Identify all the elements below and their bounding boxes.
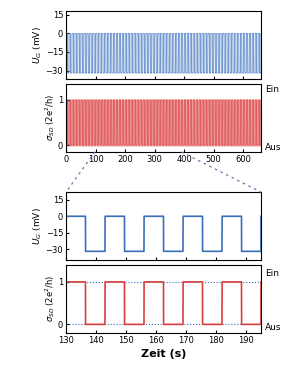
X-axis label: Zeit (s): Zeit (s) (141, 349, 186, 359)
Y-axis label: $U_G$ (mV): $U_G$ (mV) (32, 26, 44, 64)
Text: Ein: Ein (265, 85, 279, 94)
Y-axis label: $\sigma_{SD}$ (2e$^2$/h): $\sigma_{SD}$ (2e$^2$/h) (43, 275, 57, 322)
Y-axis label: $U_G$ (mV): $U_G$ (mV) (32, 207, 44, 245)
Text: Ein: Ein (265, 269, 279, 278)
Text: Aus: Aus (265, 143, 281, 152)
Text: Aus: Aus (265, 323, 281, 332)
Y-axis label: $\sigma_{SD}$ (2e$^2$/h): $\sigma_{SD}$ (2e$^2$/h) (43, 95, 57, 141)
